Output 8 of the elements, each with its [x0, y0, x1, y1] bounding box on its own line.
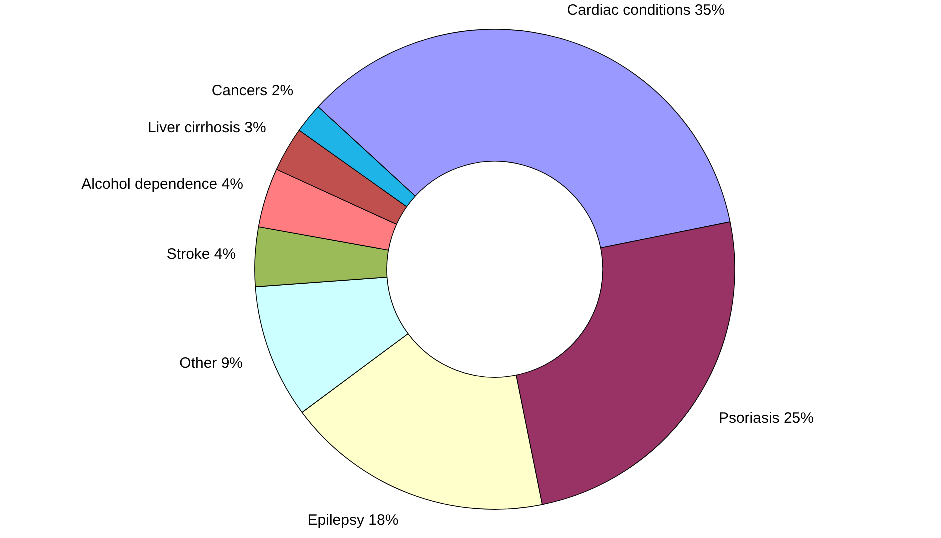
- slice-label: Epilepsy 18%: [308, 512, 399, 530]
- slice-label: Other 9%: [180, 354, 244, 372]
- slice-label: Psoriasis 25%: [718, 410, 814, 427]
- slice-label: Cardiac conditions 35%: [567, 2, 725, 19]
- slice-label: Liver cirrhosis 3%: [148, 119, 266, 136]
- slice-label: Cancers 2%: [212, 82, 294, 100]
- slice-label: Stroke 4%: [166, 246, 236, 264]
- slice-label: Alcohol dependence 4%: [82, 176, 244, 194]
